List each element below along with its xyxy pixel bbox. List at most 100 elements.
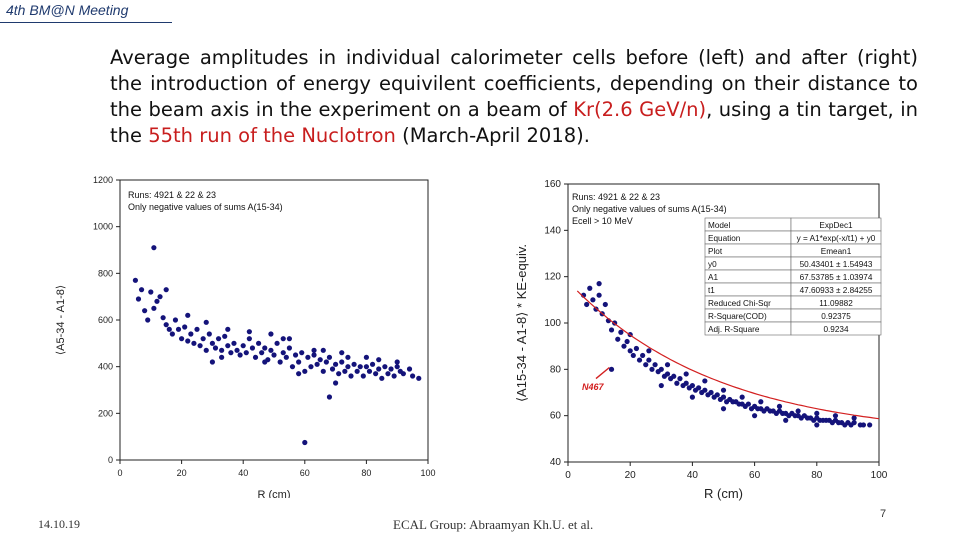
data-point: [179, 336, 185, 342]
data-point: [169, 331, 175, 337]
data-point: [200, 336, 206, 342]
data-point: [277, 359, 283, 365]
caption-text-1: Average amplitudes in individual calorim…: [110, 46, 918, 121]
data-point: [203, 347, 209, 353]
data-point: [219, 354, 225, 360]
fit-curve: [576, 290, 880, 420]
data-point: [416, 375, 422, 381]
data-point: [752, 413, 758, 419]
data-point: [237, 352, 243, 358]
data-point: [400, 371, 406, 377]
data-point: [683, 371, 689, 377]
data-point: [345, 354, 351, 360]
slide-caption: Average amplitudes in individual calorim…: [110, 45, 918, 149]
data-point: [333, 361, 339, 367]
y-tick-label: 60: [550, 411, 562, 422]
data-point: [262, 359, 268, 365]
data-point: [867, 422, 873, 428]
x-tick-label: 60: [300, 468, 310, 478]
data-point: [219, 347, 225, 353]
data-point: [336, 371, 342, 377]
data-point: [351, 361, 357, 367]
data-point: [394, 359, 400, 365]
data-point: [172, 317, 179, 323]
data-point: [689, 382, 695, 389]
data-point: [182, 324, 188, 330]
data-point: [246, 336, 252, 342]
data-point: [299, 350, 305, 356]
fit-table-cell: [704, 282, 792, 297]
right-chart-svg: 0 20 40 60 80 100 40 60 80 100 120 140 160 R (cm) ⟨A15…: [514, 179, 888, 501]
data-point: [640, 352, 646, 359]
fit-table-value: 0.92375: [821, 312, 851, 321]
data-point: [326, 394, 333, 400]
data-point: [138, 287, 145, 293]
data-point: [333, 380, 339, 386]
data-point: [382, 364, 388, 370]
fit-table-value: 50.43401 ± 1.54943: [800, 260, 873, 269]
data-point: [795, 408, 801, 414]
data-point: [696, 385, 702, 391]
data-point: [246, 329, 252, 335]
data-point: [363, 354, 369, 360]
data-point: [197, 343, 203, 349]
fit-table-key: A1: [708, 273, 718, 282]
data-point: [851, 420, 857, 426]
annotation-runs: Runs: 4921 & 22 & 23: [572, 192, 660, 202]
data-point: [602, 301, 608, 308]
caption-run: 55th run of the Nuclotron: [148, 124, 396, 147]
x-tick-label: 0: [565, 470, 571, 481]
data-point: [252, 354, 259, 360]
data-point: [185, 312, 191, 318]
y-tick-label: 0: [108, 455, 113, 465]
data-point: [376, 366, 382, 372]
data-point: [621, 343, 627, 349]
data-point: [268, 331, 274, 337]
data-point: [240, 343, 246, 349]
footer-date: 14.10.19: [38, 517, 80, 531]
fit-table-key: Model: [708, 221, 730, 230]
data-point: [302, 368, 308, 374]
x-tick-label: 60: [749, 470, 761, 481]
fit-table-key: Plot: [708, 247, 723, 256]
x-tick-label: 80: [361, 468, 371, 478]
data-point: [271, 352, 277, 358]
data-point: [674, 380, 680, 386]
data-point: [745, 401, 751, 407]
x-tick-label: 80: [811, 470, 823, 481]
data-point: [689, 394, 695, 400]
fit-table-value: Emean1: [821, 247, 852, 256]
x-tick-label: 40: [238, 468, 248, 478]
y-axis-label: ⟨A5-34 - A1-8⟩: [55, 285, 67, 355]
data-point: [283, 354, 289, 360]
data-point: [708, 389, 714, 396]
data-point: [643, 362, 649, 368]
fit-table-key: y0: [708, 260, 717, 269]
data-point: [360, 373, 366, 379]
data-point: [379, 375, 385, 381]
y-tick-label: 400: [98, 362, 113, 372]
data-point: [142, 308, 148, 314]
data-point: [758, 399, 764, 405]
data-point: [354, 368, 360, 374]
data-point: [664, 371, 671, 377]
data-point: [311, 347, 317, 353]
data-point: [596, 281, 602, 287]
data-point: [209, 359, 215, 365]
fit-table-key: Reduced Chi-Sqr: [708, 299, 771, 308]
data-point: [720, 394, 727, 400]
data-point: [630, 352, 636, 359]
data-point: [702, 378, 708, 384]
data-point: [851, 415, 857, 421]
data-point: [618, 329, 624, 335]
page-number: 7: [880, 508, 887, 520]
footer-group: ECAL Group: Abraamyan Kh.U. et al.: [393, 517, 594, 532]
x-axis-label: R (cm): [704, 486, 743, 501]
data-point: [317, 357, 323, 363]
data-point: [608, 327, 615, 333]
data-point: [243, 350, 249, 356]
annotation-negative: Only negative values of sums A(15-34): [128, 202, 283, 212]
x-tick-label: 100: [420, 468, 435, 478]
y-tick-label: 160: [544, 179, 561, 190]
data-point: [373, 371, 379, 377]
